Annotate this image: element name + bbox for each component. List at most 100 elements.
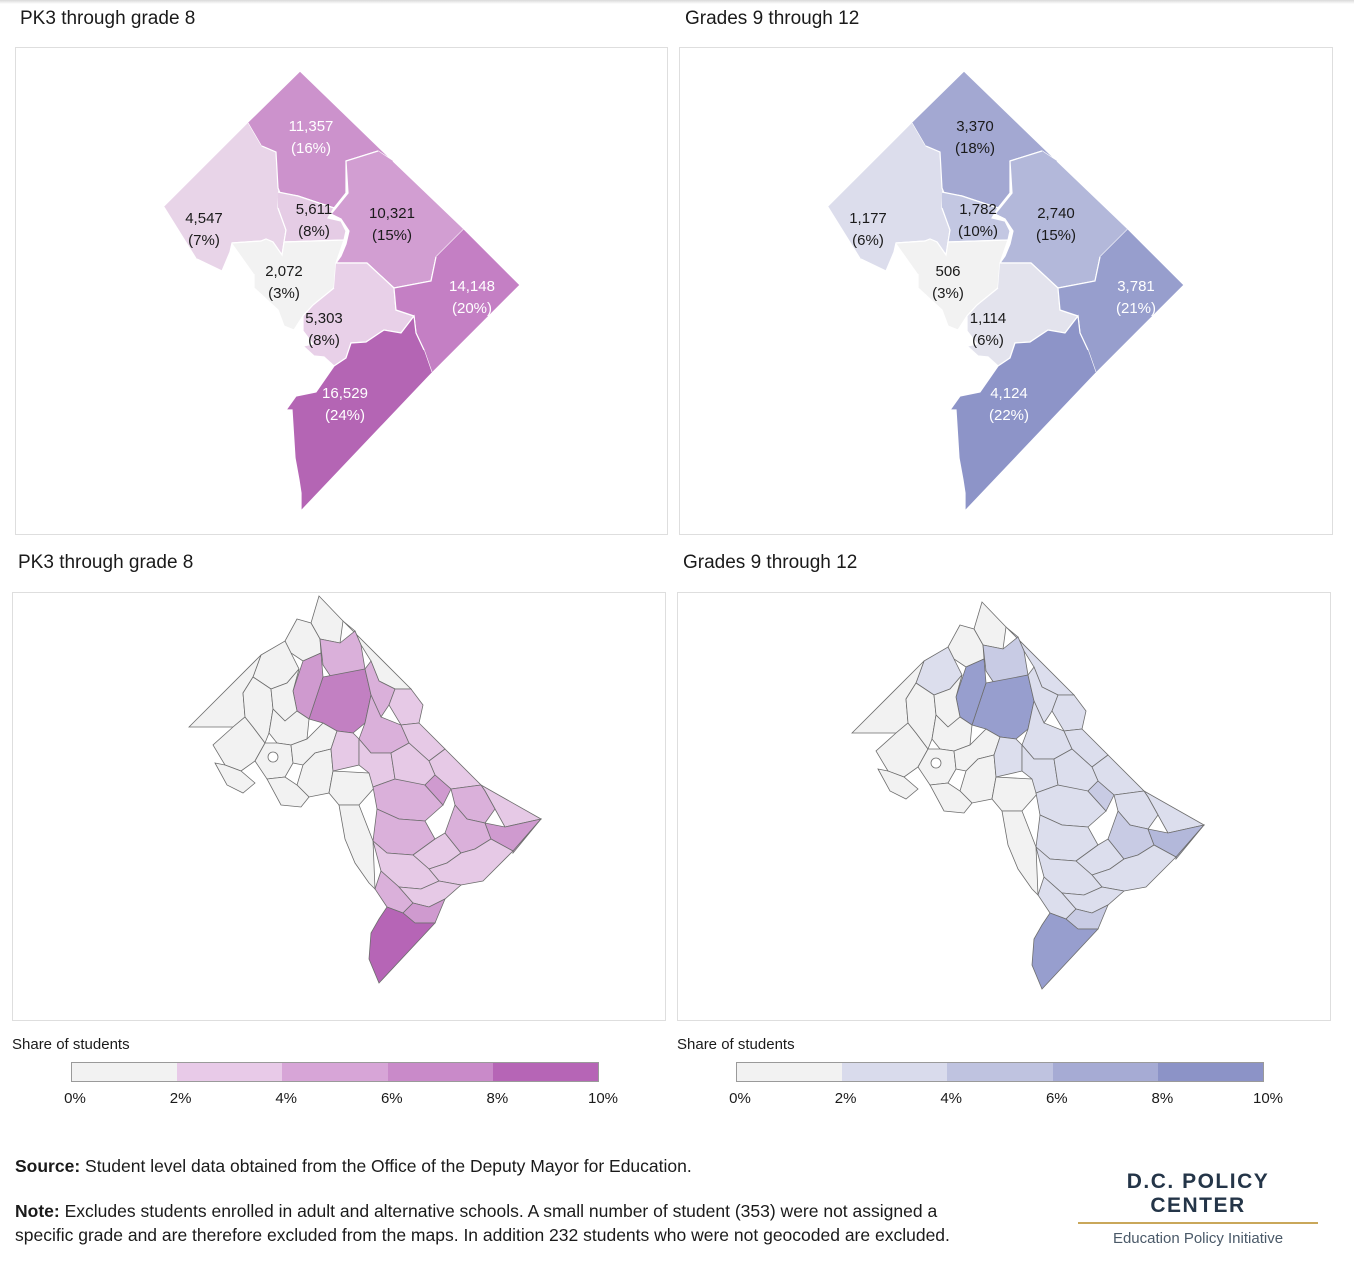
top-shadow bbox=[0, 0, 1354, 4]
brand-divider bbox=[1078, 1222, 1318, 1224]
cluster-shape bbox=[266, 776, 310, 808]
ward-count-label-w7: 14,148 bbox=[449, 278, 495, 295]
cluster-shape bbox=[1175, 824, 1205, 861]
brand-name: D.C. POLICY CENTER bbox=[1126, 1170, 1270, 1217]
ward-count-label-w6: 1,114 bbox=[970, 310, 1006, 327]
ward-share-label-w2: (3%) bbox=[932, 285, 964, 302]
legend-swatch-0 bbox=[737, 1063, 843, 1081]
legend-tick-label: 8% bbox=[1151, 1090, 1174, 1107]
ward-share-label-w6: (8%) bbox=[308, 332, 340, 349]
legend-swatch-3 bbox=[1052, 1063, 1158, 1081]
ward-count-label-w2: 2,072 bbox=[265, 263, 303, 280]
source-text: Student level data obtained from the Off… bbox=[80, 1156, 692, 1176]
cluster-shape bbox=[330, 730, 360, 772]
ward-shape-w1 bbox=[941, 191, 1011, 243]
brand-tagline: Education Policy Initiative bbox=[1112, 1230, 1284, 1247]
ward-share-label-w5: (15%) bbox=[372, 227, 412, 244]
legend-tick-label: 2% bbox=[834, 1090, 857, 1107]
footnote: Note: Excludes students enrolled in adul… bbox=[15, 1199, 990, 1247]
cluster-shape bbox=[512, 818, 542, 855]
ward-count-label-w3: 1,177 bbox=[849, 210, 887, 227]
cluster-shape bbox=[424, 774, 452, 806]
ward-shape-w8 bbox=[948, 314, 1097, 513]
ward-share-label-w7: (21%) bbox=[1116, 300, 1156, 317]
ward-count-label-w8: 16,529 bbox=[322, 385, 368, 402]
cluster-shape bbox=[929, 782, 973, 814]
reservoir-marker bbox=[930, 757, 942, 769]
legend-swatch-4 bbox=[1157, 1063, 1264, 1081]
legend-tick-label: 8% bbox=[486, 1090, 509, 1107]
legend-tick-label: 4% bbox=[275, 1090, 298, 1107]
ward-count-label-w1: 5,611 bbox=[296, 201, 332, 218]
cluster-shape bbox=[388, 688, 424, 726]
cluster-shape bbox=[1051, 694, 1087, 732]
legend-tick-label: 10% bbox=[1252, 1090, 1284, 1107]
ward-count-label-w5: 2,740 bbox=[1037, 205, 1075, 222]
ward-shape-w4 bbox=[911, 70, 1058, 209]
dc-policy-center-logo: D.C. POLICY CENTER Education Policy Init… bbox=[1078, 1170, 1318, 1247]
ward-share-label-w4: (18%) bbox=[955, 140, 995, 157]
legend-title-right: Share of students bbox=[677, 1036, 795, 1053]
legend-tick-label: 6% bbox=[380, 1090, 403, 1107]
cluster-map-svg bbox=[851, 601, 1206, 990]
legend-tick-label: 0% bbox=[64, 1090, 86, 1107]
ward-map-pk3-grade8: 4,547 (7%) 11,357 (16%) 5,611 (8%) 10,321 (15%)… bbox=[15, 47, 668, 535]
panel-title-top-right: Grades 9 through 12 bbox=[685, 8, 860, 29]
legend-swatch-1 bbox=[842, 1063, 948, 1081]
cluster-shape bbox=[364, 660, 396, 718]
cluster-shape bbox=[877, 768, 919, 800]
cluster-shape bbox=[991, 776, 1039, 812]
legend-tick-label: 0% bbox=[729, 1090, 751, 1107]
reservoir-marker bbox=[267, 751, 279, 763]
ward-map-svg: 4,547 (7%) 11,357 (16%) 5,611 (8%) 10,321 (15%)… bbox=[163, 70, 521, 513]
legend-tick-label: 4% bbox=[940, 1090, 963, 1107]
ward-shape-w4 bbox=[247, 70, 394, 209]
legend-swatch-3 bbox=[387, 1063, 493, 1081]
ward-share-label-w8: (22%) bbox=[989, 407, 1029, 424]
cluster-shape bbox=[1031, 912, 1099, 990]
cluster-shape bbox=[328, 770, 376, 806]
legend-tick-label: 6% bbox=[1045, 1090, 1068, 1107]
legend-title-left: Share of students bbox=[12, 1036, 130, 1053]
ward-share-label-w6: (6%) bbox=[972, 332, 1004, 349]
ward-share-label-w8: (24%) bbox=[325, 407, 365, 424]
cluster-map-svg bbox=[188, 595, 543, 984]
note-text: Excludes students enrolled in adult and … bbox=[15, 1201, 950, 1245]
ward-count-label-w2: 506 bbox=[935, 263, 960, 280]
legend-color-bar-right bbox=[736, 1062, 1264, 1082]
ward-map-svg: 1,177 (6%) 3,370 (18%) 1,782 (10%) 2,740 (15%) 5… bbox=[827, 70, 1185, 513]
source-note: Source: Student level data obtained from… bbox=[15, 1154, 915, 1178]
ward-share-label-w3: (6%) bbox=[852, 232, 884, 249]
ward-count-label-w4: 11,357 bbox=[289, 118, 334, 135]
ward-share-label-w1: (8%) bbox=[298, 223, 330, 240]
legend-color-bar-left bbox=[71, 1062, 599, 1082]
ward-count-label-w7: 3,781 bbox=[1117, 278, 1155, 295]
ward-share-label-w5: (15%) bbox=[1036, 227, 1076, 244]
ward-shape-w8 bbox=[284, 314, 433, 513]
ward-count-label-w5: 10,321 bbox=[369, 205, 415, 222]
ward-count-label-w3: 4,547 bbox=[185, 210, 223, 227]
ward-count-label-w6: 5,303 bbox=[305, 310, 343, 327]
cluster-shape bbox=[1087, 780, 1115, 812]
legend-tick-label: 10% bbox=[587, 1090, 619, 1107]
ward-shape-w1 bbox=[277, 191, 347, 243]
ward-share-label-w1: (10%) bbox=[958, 223, 998, 240]
cluster-shape bbox=[1001, 810, 1039, 897]
cluster-map-grades-9-12 bbox=[677, 592, 1331, 1021]
ward-share-label-w2: (3%) bbox=[268, 285, 300, 302]
ward-count-label-w8: 4,124 bbox=[990, 385, 1028, 402]
cluster-map-pk3-grade8 bbox=[12, 592, 666, 1021]
panel-title-bottom-left: PK3 through grade 8 bbox=[18, 552, 194, 573]
ward-share-label-w7: (20%) bbox=[452, 300, 492, 317]
ward-count-label-w4: 3,370 bbox=[956, 118, 994, 135]
cluster-shape bbox=[368, 906, 436, 984]
panel-title-top-left: PK3 through grade 8 bbox=[20, 8, 196, 29]
note-label: Note: bbox=[15, 1201, 60, 1221]
ward-count-label-w1: 1,782 bbox=[959, 201, 997, 218]
ward-share-label-w4: (16%) bbox=[291, 140, 331, 157]
legend-swatch-4 bbox=[492, 1063, 599, 1081]
source-label: Source: bbox=[15, 1156, 81, 1176]
legend-swatch-2 bbox=[947, 1063, 1053, 1081]
panel-title-bottom-right: Grades 9 through 12 bbox=[683, 552, 858, 573]
cluster-shape bbox=[338, 804, 376, 891]
